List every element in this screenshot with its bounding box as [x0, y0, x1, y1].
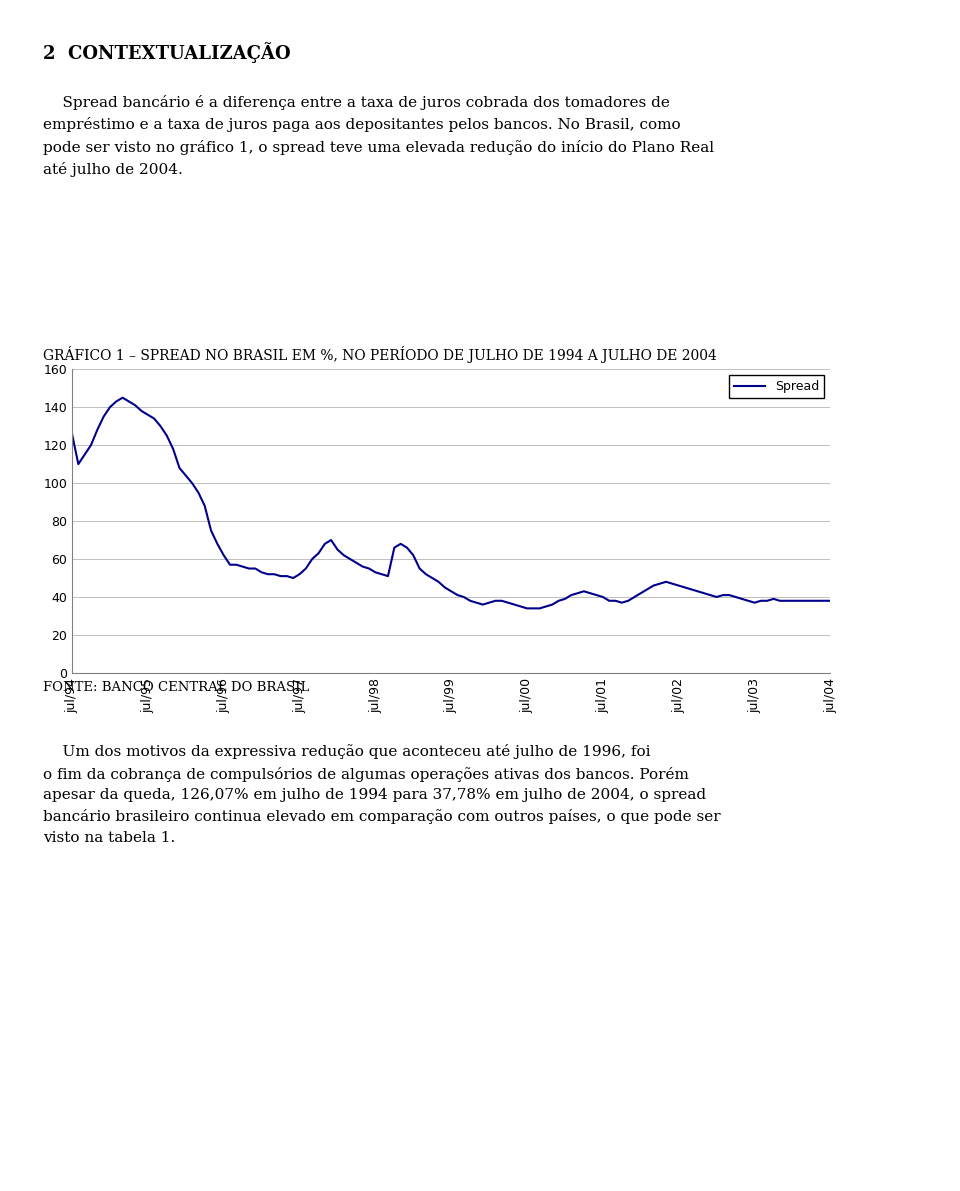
Spread [250, 561, 261, 575]
Spread [395, 537, 406, 551]
Text: FONTE: BANCO CENTRAL DO BRASIL: FONTE: BANCO CENTRAL DO BRASIL [43, 681, 309, 694]
Spread [66, 426, 78, 441]
Spread [117, 391, 129, 405]
Text: Spread bancário é a diferença entre a taxa de juros cobrada dos tomadores de
emp: Spread bancário é a diferença entre a ta… [43, 95, 714, 177]
Spread [786, 593, 798, 607]
Text: 2  CONTEXTUALIZAÇÃO: 2 CONTEXTUALIZAÇÃO [43, 42, 291, 63]
Line: Spread: Spread [72, 398, 830, 609]
Spread [521, 601, 533, 616]
Legend: Spread: Spread [729, 375, 824, 399]
Spread [149, 411, 160, 425]
Spread [825, 593, 836, 607]
Spread [553, 593, 564, 607]
Text: Um dos motivos da expressiva redução que aconteceu até julho de 1996, foi
o fim : Um dos motivos da expressiva redução que… [43, 744, 721, 844]
Spread [590, 588, 602, 603]
Text: GRÁFICO 1 – SPREAD NO BRASIL EM %, NO PERÍODO DE JULHO DE 1994 A JULHO DE 2004: GRÁFICO 1 – SPREAD NO BRASIL EM %, NO PE… [43, 347, 717, 363]
